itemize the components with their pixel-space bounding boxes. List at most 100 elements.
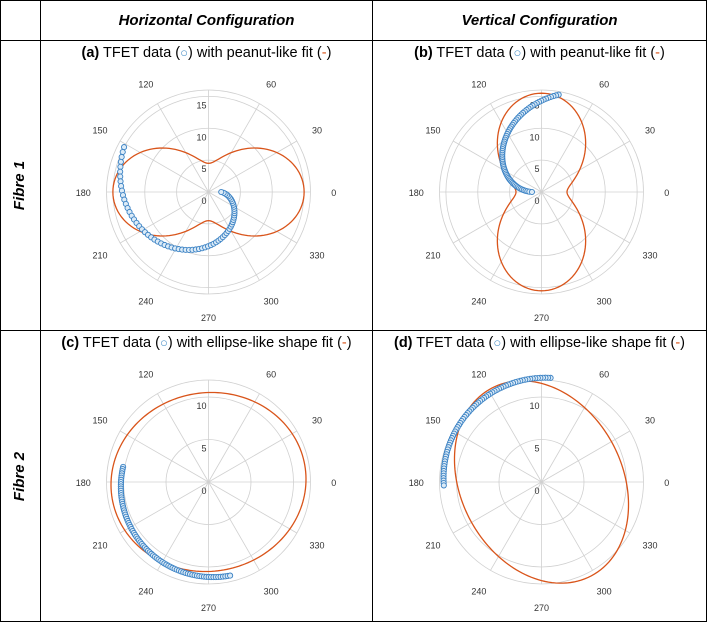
table-border-top <box>0 0 707 1</box>
angle-tick-label: 60 <box>266 370 276 380</box>
polar-chart-c: 0 30 60 90 120 150 180 210 240 270 300 330 0 5 10 <box>76 361 336 613</box>
angle-tick-label: 30 <box>645 125 655 135</box>
angle-tick-label: 150 <box>426 415 441 425</box>
radial-tick-label: 0 <box>201 486 206 496</box>
angle-tick-label: 240 <box>138 586 153 596</box>
data-point <box>218 188 225 196</box>
panel-d-title: (d) TFET data (○) with ellipse-like shap… <box>373 335 706 351</box>
data-marker-icon: ○ <box>493 335 502 350</box>
fit-line-icon: - <box>655 45 660 61</box>
polar-chart-b: 0306090120150180210240270300330051015 <box>409 71 669 323</box>
data-marker-icon: ○ <box>513 45 522 60</box>
panel-a: (a) TFET data (○) with peanut-like fit (… <box>41 41 372 330</box>
panel-c-label: (c) <box>61 335 80 351</box>
grid-spoke <box>541 103 593 193</box>
angle-tick-label: 30 <box>312 125 322 135</box>
grid-spoke <box>490 103 542 193</box>
panel-c-title-mid: ) with ellipse-like shape fit ( <box>167 335 342 351</box>
panel-d-title-mid: ) with ellipse-like shape fit ( <box>501 335 676 351</box>
radial-tick-label: 10 <box>529 132 539 142</box>
radial-tick-label: 15 <box>196 100 206 110</box>
fit-line-icon: - <box>341 335 347 351</box>
column-header-vertical: Vertical Configuration <box>461 11 618 29</box>
table-row-divider-2 <box>0 330 707 331</box>
panel-c-title-post: ) <box>346 335 352 351</box>
grid-spoke <box>208 191 260 281</box>
fit-curve <box>453 380 630 584</box>
angle-tick-label: 270 <box>534 603 549 613</box>
angle-tick-label: 120 <box>138 80 153 90</box>
table-row-divider-1 <box>0 40 707 41</box>
grid-spoke <box>157 481 209 571</box>
angle-tick-label: 0 <box>664 188 669 198</box>
data-point <box>227 572 234 579</box>
panel-b-title-post: ) <box>660 45 665 61</box>
angle-tick-label: 180 <box>409 188 424 198</box>
angle-tick-label: 300 <box>597 296 612 306</box>
panel-d-title-post: ) <box>680 335 685 351</box>
grid-spoke <box>541 481 593 571</box>
angle-tick-label: 150 <box>426 125 441 135</box>
angle-tick-label: 30 <box>312 415 322 425</box>
grid-spoke <box>208 481 298 534</box>
table-col-divider-2 <box>372 0 373 622</box>
grid-spoke <box>119 430 209 483</box>
panel-c-title: (c) TFET data (○) with ellipse-like shap… <box>41 335 372 351</box>
angle-tick-label: 180 <box>409 478 424 488</box>
panel-a-title: (a) TFET data (○) with peanut-like fit (… <box>41 45 372 61</box>
panel-b-title: (b) TFET data (○) with peanut-like fit (… <box>373 45 706 61</box>
grid-spoke <box>541 430 631 483</box>
angle-tick-label: 60 <box>599 370 609 380</box>
grid-spoke <box>119 140 209 193</box>
grid-spoke <box>157 103 209 193</box>
angle-tick-label: 180 <box>76 188 91 198</box>
angle-tick-label: 240 <box>471 586 486 596</box>
data-point <box>118 153 125 161</box>
grid-spoke <box>541 140 631 193</box>
table-border-left <box>0 0 1 622</box>
angle-tick-label: 180 <box>76 478 91 488</box>
radial-tick-label: 5 <box>201 444 206 454</box>
grid-spoke <box>208 140 298 193</box>
data-point <box>121 144 128 151</box>
grid-spoke <box>208 481 260 571</box>
grid-spoke <box>208 191 298 244</box>
angle-tick-label: 270 <box>201 313 216 323</box>
radial-tick-label: 5 <box>534 444 539 454</box>
angle-tick-label: 60 <box>599 80 609 90</box>
data-marker-icon: ○ <box>180 45 188 60</box>
radial-tick-label: 10 <box>196 132 206 142</box>
angle-tick-label: 120 <box>471 80 486 90</box>
angle-tick-label: 30 <box>645 415 655 425</box>
angle-tick-label: 0 <box>331 188 336 198</box>
panel-a-title-mid: ) with peanut-like fit ( <box>187 45 322 61</box>
panel-d: (d) TFET data (○) with ellipse-like shap… <box>373 331 706 621</box>
angle-tick-label: 90 <box>203 361 213 363</box>
angle-tick-label: 210 <box>93 541 108 551</box>
grid-spoke <box>541 191 631 244</box>
angle-tick-label: 270 <box>534 313 549 323</box>
grid-spoke <box>541 191 593 281</box>
radial-tick-label: 0 <box>201 196 206 206</box>
angle-tick-label: 120 <box>471 370 486 380</box>
grid-spoke <box>452 191 542 244</box>
angle-tick-label: 0 <box>331 478 336 488</box>
polar-chart-a: 0 30 60 90 120 150 180 210 240 270 300 330 0 5 10 15 <box>76 71 336 323</box>
angle-tick-label: 300 <box>264 586 279 596</box>
grid-spoke <box>490 393 542 483</box>
data-point <box>119 148 126 156</box>
grid-spoke <box>452 140 542 193</box>
angle-tick-label: 60 <box>266 80 276 90</box>
grid-spoke <box>541 481 631 534</box>
angle-tick-label: 300 <box>264 296 279 306</box>
panel-b: (b) TFET data (○) with peanut-like fit (… <box>373 41 706 330</box>
radial-tick-label: 5 <box>201 164 206 174</box>
fit-line-icon: - <box>321 45 327 61</box>
row-header-fibre-2-text: Fibre 2 <box>11 451 29 501</box>
angle-tick-label: 150 <box>93 415 108 425</box>
panel-b-label: (b) <box>414 45 433 61</box>
angle-tick-label: 300 <box>597 586 612 596</box>
grid-spoke <box>208 430 298 483</box>
row-header-fibre-1-text: Fibre 1 <box>11 160 29 211</box>
